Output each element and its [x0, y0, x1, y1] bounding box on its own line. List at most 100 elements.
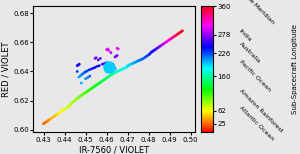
- Point: [165, 40, 170, 42]
- Point: [123, 67, 128, 69]
- Point: [113, 71, 118, 74]
- Point: [83, 91, 88, 94]
- Point: [94, 84, 98, 87]
- Point: [82, 71, 87, 74]
- Point: [132, 62, 136, 64]
- Point: [142, 57, 147, 59]
- Point: [104, 62, 109, 64]
- Point: [68, 104, 72, 107]
- Point: [139, 58, 144, 61]
- Point: [58, 111, 63, 113]
- Point: [80, 93, 85, 96]
- Point: [115, 47, 120, 49]
- Point: [60, 109, 65, 112]
- Point: [167, 38, 172, 41]
- Point: [106, 75, 111, 78]
- Point: [95, 65, 100, 68]
- Point: [55, 113, 60, 116]
- Point: [157, 46, 162, 48]
- Point: [172, 35, 176, 38]
- Point: [137, 59, 142, 62]
- Point: [105, 76, 110, 79]
- Point: [98, 57, 103, 60]
- Point: [104, 70, 109, 73]
- Point: [162, 42, 167, 44]
- Point: [53, 115, 58, 117]
- Point: [96, 59, 100, 61]
- Point: [91, 67, 95, 69]
- Point: [98, 81, 103, 84]
- Point: [73, 99, 77, 102]
- Point: [117, 69, 122, 72]
- Point: [50, 117, 54, 119]
- Point: [96, 83, 100, 85]
- Point: [82, 92, 87, 95]
- Point: [130, 62, 135, 65]
- Point: [107, 75, 112, 77]
- Point: [140, 58, 145, 60]
- Point: [93, 85, 98, 87]
- Point: [72, 100, 76, 102]
- Point: [41, 122, 46, 125]
- Point: [177, 32, 182, 34]
- Point: [75, 97, 80, 100]
- Point: [170, 36, 175, 39]
- Point: [180, 30, 185, 32]
- Point: [94, 57, 98, 59]
- Point: [79, 94, 84, 97]
- Point: [161, 43, 166, 45]
- Point: [104, 49, 109, 51]
- Point: [81, 93, 86, 95]
- Point: [169, 37, 174, 39]
- Point: [148, 51, 153, 54]
- Point: [78, 75, 83, 77]
- Point: [174, 34, 178, 36]
- Point: [120, 68, 125, 70]
- Point: [79, 82, 84, 84]
- Point: [152, 49, 156, 52]
- Point: [133, 61, 137, 64]
- Point: [108, 51, 113, 54]
- Point: [106, 66, 111, 68]
- Point: [130, 63, 134, 65]
- Point: [108, 74, 113, 76]
- Point: [105, 48, 110, 50]
- Point: [178, 31, 183, 34]
- Y-axis label: RED / VIOLET: RED / VIOLET: [1, 42, 10, 97]
- Point: [121, 67, 126, 70]
- Point: [135, 60, 140, 63]
- Point: [175, 33, 179, 36]
- Point: [84, 70, 89, 72]
- Point: [116, 48, 121, 50]
- Point: [89, 87, 94, 89]
- Point: [115, 70, 120, 73]
- Point: [81, 72, 86, 74]
- Point: [155, 47, 160, 49]
- Point: [77, 96, 82, 98]
- Point: [128, 63, 133, 65]
- Point: [158, 45, 163, 47]
- Point: [64, 107, 69, 109]
- Point: [176, 32, 181, 35]
- Point: [78, 95, 83, 97]
- Point: [77, 63, 82, 65]
- Point: [160, 43, 165, 46]
- Point: [66, 105, 71, 107]
- Point: [168, 38, 173, 40]
- Point: [86, 69, 91, 71]
- Point: [125, 64, 130, 67]
- Point: [179, 30, 184, 33]
- Point: [138, 59, 143, 61]
- Point: [45, 120, 50, 122]
- Point: [159, 44, 164, 47]
- Point: [125, 65, 130, 68]
- Point: [147, 53, 152, 55]
- Point: [128, 64, 132, 66]
- Point: [76, 64, 81, 66]
- Text: Australia: Australia: [238, 42, 261, 65]
- Point: [56, 112, 61, 115]
- Point: [151, 50, 155, 52]
- Point: [65, 106, 70, 108]
- Text: Amazon Rainforest: Amazon Rainforest: [238, 88, 284, 133]
- Point: [115, 54, 120, 57]
